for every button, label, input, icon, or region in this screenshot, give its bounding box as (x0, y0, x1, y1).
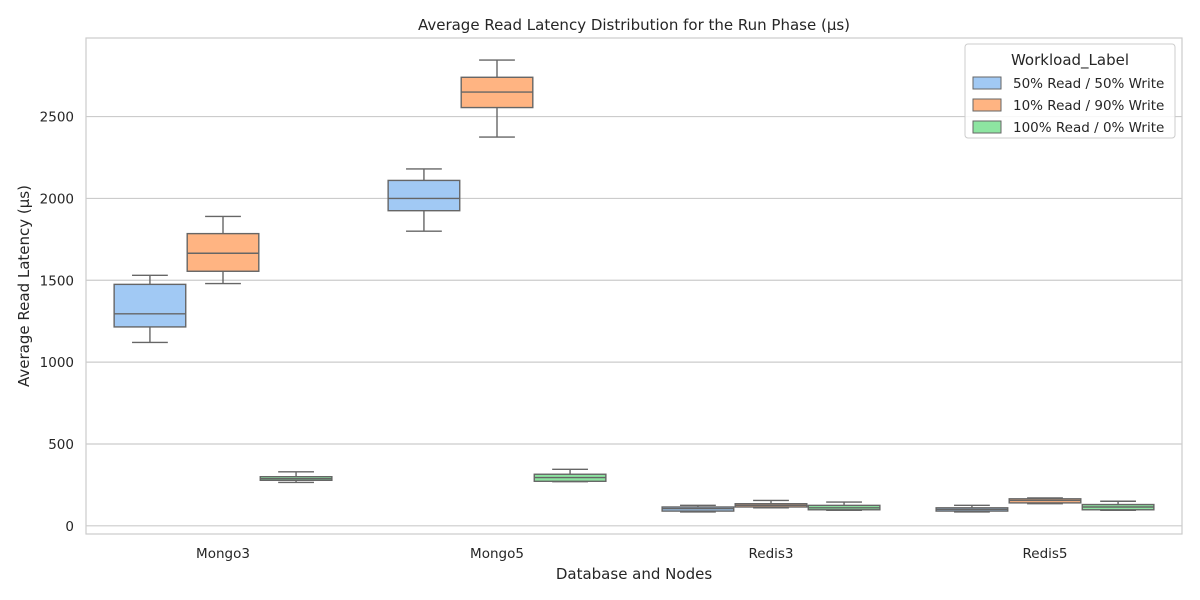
box-group (734, 499, 808, 509)
x-tick-label: Redis3 (748, 546, 793, 562)
legend-entry: 50% Read / 50% Write (1013, 76, 1164, 92)
legend: Workload_Label 50% Read / 50% Write 10% Re… (964, 43, 1176, 139)
box-group (807, 501, 881, 511)
box-group (387, 168, 461, 232)
box-iqr (387, 179, 461, 212)
legend-swatch (972, 120, 1002, 134)
box-group (1081, 500, 1155, 511)
boxes-layer (113, 59, 1155, 513)
box-group (186, 215, 260, 285)
box-group (533, 468, 607, 483)
y-tick-label: 0 (65, 519, 74, 535)
x-tick-label: Mongo3 (196, 546, 250, 562)
x-axis-label: Database and Nodes (556, 565, 712, 583)
x-tick-label: Mongo5 (470, 546, 524, 562)
y-tick-label: 500 (48, 437, 74, 453)
box-group (113, 274, 187, 344)
grid-layer (86, 115, 1182, 527)
ticks-layer: 0 500 1000 1500 2000 2500 Mongo3 Mongo5 Redis3 Re… (40, 110, 1068, 562)
y-tick-label: 1000 (40, 355, 74, 371)
legend-swatch (972, 98, 1002, 112)
plot-frame (85, 37, 1183, 535)
box-group (460, 59, 534, 138)
x-tick-label: Redis5 (1022, 546, 1067, 562)
box-group (259, 471, 333, 484)
y-tick-label: 1500 (40, 273, 74, 289)
legend-frame (964, 43, 1176, 139)
legend-entry: 100% Read / 0% Write (1013, 120, 1164, 136)
box-group (1008, 497, 1082, 505)
box-iqr (113, 283, 187, 328)
y-axis-label: Average Read Latency (μs) (15, 185, 33, 387)
box-iqr (186, 232, 260, 272)
legend-title: Workload_Label (1011, 51, 1129, 70)
y-tick-label: 2500 (40, 110, 74, 126)
y-tick-label: 2000 (40, 191, 74, 207)
legend-entry: 10% Read / 90% Write (1013, 98, 1164, 114)
box-group (935, 504, 1009, 513)
chart-title: Average Read Latency Distribution for th… (418, 16, 850, 34)
legend-swatch (972, 76, 1002, 90)
box-group (661, 504, 735, 513)
